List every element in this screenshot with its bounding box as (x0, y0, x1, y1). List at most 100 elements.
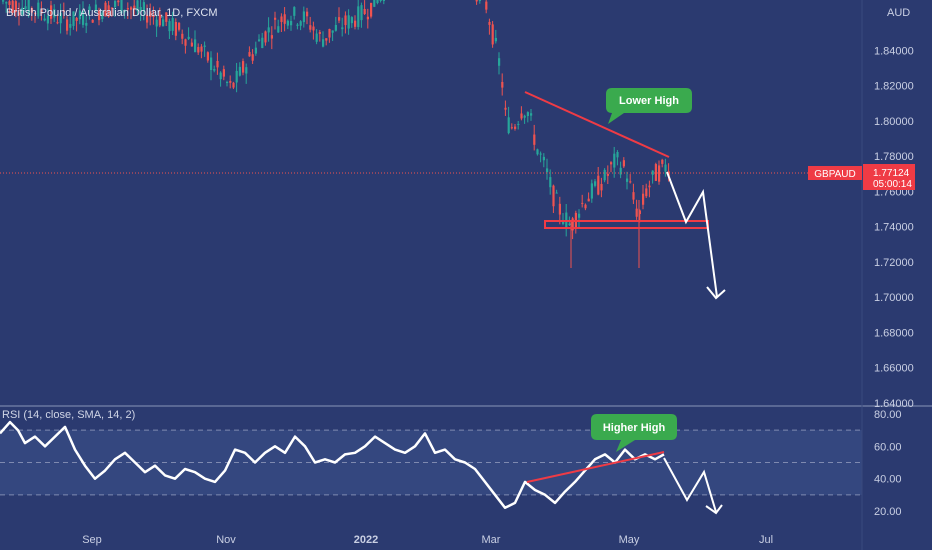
candle-body (651, 170, 654, 175)
rsi-axis[interactable]: 80.00 60.00 40.00 20.00 (874, 409, 902, 518)
candle-body (139, 7, 142, 12)
countdown-value: 05:00:14 (873, 179, 912, 190)
candle-body (101, 12, 104, 19)
candle-body (498, 58, 501, 66)
candle-body (510, 127, 513, 129)
candle-body (542, 156, 545, 161)
rsi-band-fill (0, 430, 862, 495)
candle-body (648, 185, 651, 188)
candle-body (24, 6, 27, 10)
chart-title: British Pound / Australian Dollar, 1D, F… (6, 7, 218, 19)
candle-body (309, 25, 312, 30)
candle-body (302, 11, 305, 23)
candle-body (5, 2, 8, 4)
time-axis[interactable]: Sep Nov 2022 Mar May Jul (82, 534, 773, 546)
candle-body (82, 10, 85, 25)
candle-body (254, 47, 257, 54)
candle-body (78, 10, 81, 20)
candle-body (654, 164, 657, 181)
rsi-indicator-label: RSI (14, close, SMA, 14, 2) (2, 409, 135, 421)
candle-body (571, 218, 574, 231)
candle-body (27, 0, 30, 16)
candle-body (379, 0, 382, 1)
candle-body (85, 22, 88, 26)
candle-body (526, 112, 529, 116)
candle-body (210, 57, 213, 71)
candle-body (338, 17, 341, 21)
candle-body (123, 9, 126, 13)
descending-trendline (524, 91, 670, 158)
candle-body (293, 7, 296, 16)
candle-body (120, 0, 123, 14)
candle-body (30, 8, 33, 13)
candle-body (283, 14, 286, 24)
candle-body (357, 6, 360, 27)
candle-body (664, 164, 667, 172)
rsi-tick-label: 40.00 (874, 474, 902, 486)
price-tag (863, 164, 915, 190)
candle-body (600, 183, 603, 191)
candle-body (206, 52, 209, 61)
candle-body (158, 14, 161, 26)
candle-body (485, 1, 488, 10)
price-tick-label: 1.74000 (874, 222, 914, 234)
candle-body (286, 20, 289, 26)
time-tick-label: Mar (482, 534, 501, 546)
lower-high-label: Lower High (619, 95, 679, 107)
candle-body (354, 20, 357, 27)
candle-body (626, 178, 629, 182)
candle-body (242, 61, 245, 73)
candle-body (50, 5, 53, 19)
candle-body (69, 24, 72, 28)
candle-body (574, 212, 577, 227)
candle-body (72, 11, 75, 26)
candle-body (66, 19, 69, 31)
candle-body (504, 107, 507, 110)
candle-body (261, 37, 264, 49)
last-price-value: 1.77124 (873, 168, 910, 179)
candle-body (219, 72, 222, 80)
candle-body (610, 162, 613, 165)
candle-body (184, 39, 187, 46)
candle-body (578, 213, 581, 218)
candle-body (18, 12, 21, 16)
price-tick-label: 1.82000 (874, 81, 914, 93)
candle-body (549, 177, 552, 188)
candle-body (174, 21, 177, 36)
candle-body (107, 5, 110, 17)
higher-high-label: Higher High (603, 422, 666, 434)
candle-body (194, 39, 197, 53)
price-axis[interactable]: 1.840001.820001.800001.780001.760001.740… (874, 45, 914, 410)
candle-body (245, 67, 248, 74)
candle-body (56, 22, 59, 24)
candle-body (248, 52, 251, 57)
time-tick-label: Jul (759, 534, 773, 546)
candle-body (104, 2, 107, 17)
candle-body (645, 188, 648, 197)
candle-body (142, 2, 145, 12)
candle-body (98, 10, 101, 21)
candle-body (8, 1, 11, 6)
price-tick-label: 1.78000 (874, 151, 914, 163)
candle-body (325, 38, 328, 41)
candle-body (594, 181, 597, 186)
candle-body (315, 33, 318, 42)
candle-body (146, 14, 149, 23)
candle-body (277, 26, 280, 33)
rsi-tick-label: 80.00 (874, 409, 902, 421)
candle-body (318, 32, 321, 34)
candle-body (344, 15, 347, 26)
candle-body (555, 192, 558, 194)
candle-body (622, 160, 625, 167)
candle-body (382, 0, 385, 1)
candle-body (267, 27, 270, 33)
candle-body (491, 24, 494, 45)
candle-body (642, 193, 645, 205)
candle-body (226, 82, 229, 84)
candle-body (581, 202, 584, 204)
rsi-tick-label: 60.00 (874, 441, 902, 453)
candle-body (62, 10, 65, 12)
candle-body (334, 24, 337, 31)
candle-body (126, 8, 129, 10)
